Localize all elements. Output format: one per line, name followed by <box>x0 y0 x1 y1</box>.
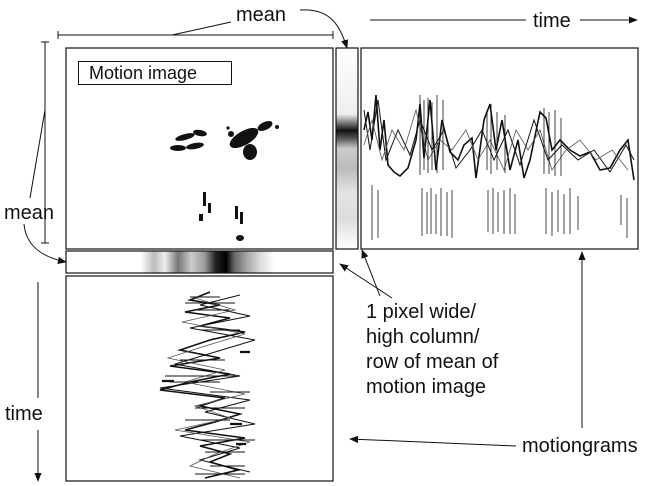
time-label-left: time <box>5 403 43 425</box>
horizontal-mean-strip <box>65 250 334 274</box>
annotation-line-4: motion image <box>366 376 487 398</box>
annotation-line-1: 1 pixel wide/ <box>366 301 477 323</box>
vertical-mean-strip <box>335 47 359 250</box>
time-label-top: time <box>533 10 571 32</box>
mean-label-top: mean <box>236 4 287 26</box>
motiongrams-label: motiongrams <box>522 435 638 457</box>
mean-label-left: mean <box>4 202 55 224</box>
annotation-line-2: high column/ <box>366 326 480 348</box>
annotation-line-3: row of mean of <box>366 351 499 373</box>
mean-strip-annotation: 1 pixel wide/ high column/ row of mean o… <box>366 300 498 400</box>
motion-image-silhouette <box>170 121 279 241</box>
horizontal-motiongram-texture <box>363 94 635 240</box>
motion-image-title: Motion image <box>78 61 232 85</box>
vertical-motiongram-panel <box>65 275 334 482</box>
vertical-motiongram-texture <box>159 291 256 479</box>
